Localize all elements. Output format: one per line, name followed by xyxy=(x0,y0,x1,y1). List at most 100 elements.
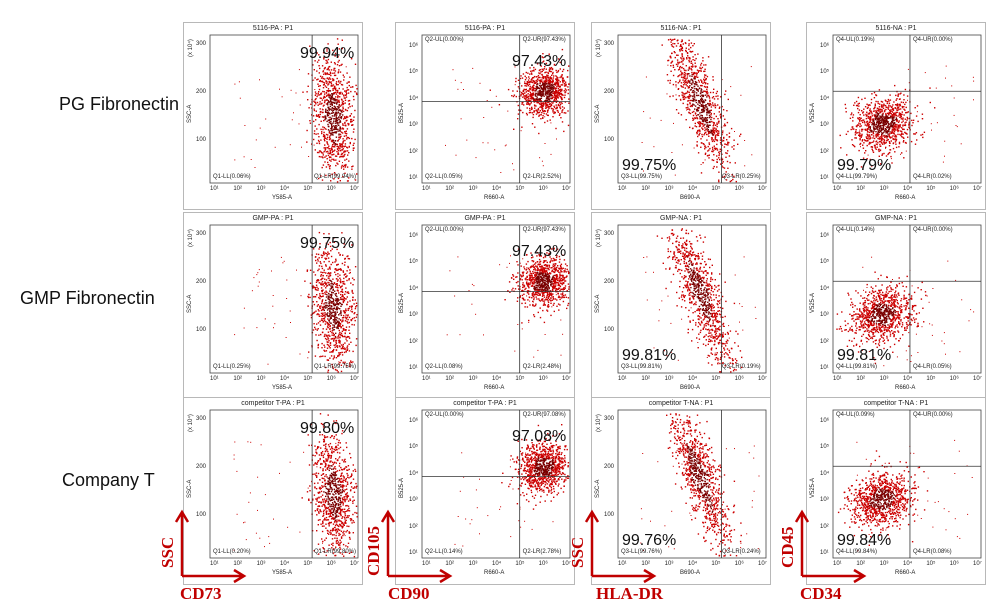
x-tick-label: 10¹ xyxy=(210,186,219,192)
event-dots xyxy=(839,65,975,168)
x-tick-label: 10² xyxy=(233,186,242,192)
y-tick-label: 300 xyxy=(196,231,207,237)
x-tick-label: 10⁴ xyxy=(688,186,698,192)
quadrant-label-ll: Q4-LL(99.81%) xyxy=(836,364,878,370)
y-tick-label: 10⁶ xyxy=(820,418,830,424)
x-axis-label: Y585-A xyxy=(272,195,293,201)
x-tick-label: 10⁷ xyxy=(562,376,571,382)
quadrant-label-ll: Q4-LL(99.84%) xyxy=(836,549,878,555)
quadrant-label-ul: Q4-UL(0.14%) xyxy=(836,227,875,233)
x-tick-label: 10⁷ xyxy=(758,376,767,382)
x-axis-label: B690-A xyxy=(680,570,701,576)
y-tick-label: 10³ xyxy=(820,312,829,319)
flow-plot: competitor T-NA : P1 10¹ 10² 10³ 10⁴ 10⁵ 10⁶ 10… xyxy=(806,397,986,585)
plot-frame xyxy=(421,34,571,184)
y-tick-label: 10⁴ xyxy=(820,95,830,102)
quadrant-label-lr: Q3-LR(0.25%) xyxy=(722,174,761,180)
plot-title: GMP-NA : P1 xyxy=(874,215,917,222)
x-tick-label: 10⁷ xyxy=(350,561,359,567)
x-tick-label: 10⁴ xyxy=(492,376,502,382)
y-tick-label: 10¹ xyxy=(409,175,418,181)
x-tick-label: 10⁷ xyxy=(973,561,982,567)
x-tick-label: 10⁴ xyxy=(903,186,913,192)
x-tick-label: 10³ xyxy=(256,561,266,567)
scatter-canvas xyxy=(209,409,359,559)
quadrant-label-ur: Q4-UR(0.00%) xyxy=(912,227,953,233)
marker-ssc-2: SSC xyxy=(568,536,587,568)
x-tick-label: 10⁶ xyxy=(538,561,548,567)
quadrant-label-ll: Q1-LL(0.06%) xyxy=(213,174,251,180)
x-tick-label: 10¹ xyxy=(422,561,431,567)
event-dots xyxy=(641,38,753,183)
y-tick-label: 10³ xyxy=(409,312,418,319)
plot-frame xyxy=(617,409,767,559)
quadrant-label-ul: Q4-UL(0.19%) xyxy=(836,37,875,43)
x-axis-label: R660-A xyxy=(895,385,916,391)
y-tick-label: 10⁶ xyxy=(409,43,419,49)
flow-plot: 5116-NA : P1 10¹ 10² 10³ 10⁴ 10⁵ 10⁶ 10⁷ 10¹ 10² 1… xyxy=(806,22,986,210)
y-tick-label: 10³ xyxy=(820,122,829,129)
y-tick-label: 10² xyxy=(820,338,829,345)
quadrant-label-ll: Q1-LL(0.20%) xyxy=(213,549,251,555)
x-tick-label: 10³ xyxy=(256,376,266,382)
marker-ssc-1: SSC xyxy=(158,536,177,568)
x-tick-label: 10² xyxy=(233,561,242,567)
y-unit-label: (x 10⁴) xyxy=(596,39,602,57)
y-axis-label: B525-A xyxy=(399,292,405,313)
positive-percent: 99.84% xyxy=(837,532,892,549)
marker-arrows-cd73 xyxy=(172,506,252,586)
flow-plot: 5116-PA : P1 10¹ 10² 10³ 10⁴ 10⁵ 10⁶ 10⁷ 10¹ 10² 1… xyxy=(395,22,575,210)
x-tick-label: 10³ xyxy=(256,186,266,192)
quadrant-label-lr: Q2-LR(2.48%) xyxy=(522,364,562,370)
plot-frame xyxy=(209,34,359,184)
x-tick-label: 10² xyxy=(445,186,454,192)
x-tick-label: 10¹ xyxy=(618,376,627,382)
quadrant-label-ll: Q3-LL(99.75%) xyxy=(621,174,663,180)
x-tick-label: 10⁴ xyxy=(903,376,913,382)
x-axis-label: R660-A xyxy=(484,570,505,576)
plot-title: 5116-NA : P1 xyxy=(660,25,702,32)
plot-title: GMP-NA : P1 xyxy=(659,215,702,222)
x-tick-label: 10⁵ xyxy=(303,186,313,192)
x-tick-label: 10² xyxy=(641,376,650,382)
positive-percent: 99.75% xyxy=(300,235,355,252)
positive-percent: 99.75% xyxy=(622,157,677,174)
marker-hla-dr: HLA-DR xyxy=(596,584,664,603)
flow-plot: GMP-NA : P1 10¹ 10² 10³ 10⁴ 10⁵ 10⁶ 10⁷ 10¹ 10² 10… xyxy=(806,212,986,400)
y-axis-label: B525-A xyxy=(399,102,405,123)
x-tick-label: 10⁶ xyxy=(949,561,959,567)
y-tick-label: 10² xyxy=(820,523,829,530)
x-tick-label: 10⁴ xyxy=(280,376,290,382)
quadrant-label-lr: Q4-LR(0.02%) xyxy=(912,174,952,180)
x-tick-label: 10⁴ xyxy=(280,561,290,567)
x-tick-label: 10² xyxy=(856,376,865,382)
plot-title: competitor T-PA : P1 xyxy=(241,400,305,407)
x-tick-label: 10¹ xyxy=(833,561,842,567)
x-tick-label: 10³ xyxy=(664,186,674,192)
x-tick-label: 10⁶ xyxy=(326,186,336,192)
y-tick-label: 10³ xyxy=(409,497,418,504)
x-tick-label: 10⁷ xyxy=(350,376,359,382)
event-dots xyxy=(446,247,570,358)
event-dots xyxy=(640,413,760,557)
event-dots xyxy=(234,231,358,373)
y-tick-label: 10² xyxy=(820,148,829,155)
y-tick-label: 10¹ xyxy=(820,550,829,556)
scatter-canvas xyxy=(421,409,571,559)
y-unit-label: (x 10⁴) xyxy=(188,39,194,57)
x-tick-label: 10¹ xyxy=(833,186,842,192)
y-tick-label: 300 xyxy=(604,41,615,47)
x-tick-label: 10³ xyxy=(664,376,674,382)
x-tick-label: 10⁵ xyxy=(926,561,936,567)
x-tick-label: 10⁷ xyxy=(758,561,767,567)
x-tick-label: 10¹ xyxy=(618,561,627,567)
x-tick-label: 10² xyxy=(445,561,454,567)
y-axis-label: V525-A xyxy=(810,102,816,123)
scatter-canvas xyxy=(832,224,982,374)
y-tick-label: 100 xyxy=(196,512,207,518)
y-tick-label: 10⁴ xyxy=(409,285,419,292)
x-tick-label: 10² xyxy=(856,561,865,567)
x-tick-label: 10² xyxy=(641,186,650,192)
quadrant-label-ll: Q2-LL(0.08%) xyxy=(425,364,463,370)
y-tick-label: 10⁶ xyxy=(820,43,830,49)
